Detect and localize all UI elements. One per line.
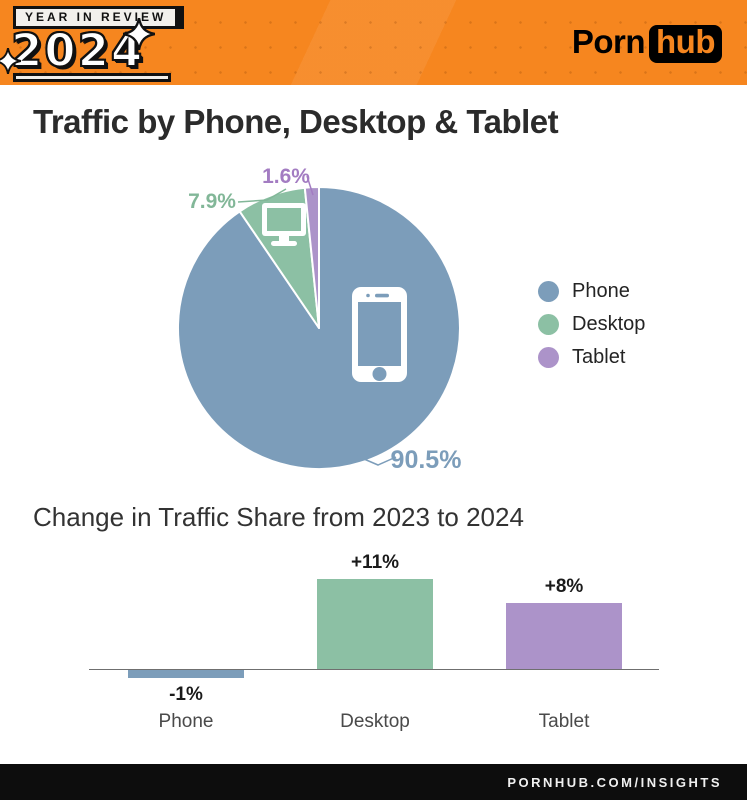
pie-slices: [176, 185, 461, 470]
bar-value-desktop: +11%: [350, 551, 400, 573]
legend-label-phone: Phone: [572, 280, 630, 302]
bar-group-tablet: +8% Tablet: [506, 549, 622, 749]
sparkle-star-icon: [123, 18, 155, 50]
bar-phone: [128, 670, 244, 679]
pie-label-phone: 90.5%: [391, 446, 462, 474]
pornhub-logo-porn: Porn: [571, 23, 646, 60]
bar-category-tablet: Tablet: [538, 711, 590, 732]
year-text: 2024: [10, 24, 145, 77]
bar-category-desktop: Desktop: [340, 711, 410, 732]
pie-label-tablet: 1.6%: [262, 165, 310, 188]
sparkle-star-icon: [0, 48, 21, 74]
x-axis-line: [89, 669, 659, 670]
pornhub-logo-hub: hub: [649, 24, 722, 63]
legend-dot-tablet: [538, 347, 559, 368]
pie-slice-tablet: [303, 185, 320, 329]
bar-group-phone: -1% Phone: [128, 549, 244, 749]
legend-dot-desktop: [538, 314, 559, 335]
leader-line-desktop: [237, 188, 287, 203]
bar-tablet: [506, 603, 622, 669]
pornhub-logo: Porn hub: [572, 23, 722, 63]
smartphone-icon: [352, 287, 407, 382]
legend-item-desktop: Desktop: [538, 308, 645, 341]
legend-label-desktop: Desktop: [572, 313, 646, 335]
traffic-change-bar-chart: -1% Phone +11% Desktop +8% Tablet: [0, 549, 747, 749]
bar-category-phone: Phone: [158, 711, 214, 732]
legend-label-tablet: Tablet: [572, 346, 626, 368]
page-title: Traffic by Phone, Desktop & Tablet: [33, 103, 559, 140]
desktop-monitor-icon: [262, 203, 306, 246]
leader-line-phone: [349, 452, 397, 466]
footer-url: PORNHUB.COM/INSIGHTS: [507, 774, 722, 790]
leader-line-tablet: [306, 175, 314, 196]
year-in-review-badge: YEAR IN REVIEW 2024: [10, 6, 185, 83]
legend-dot-phone: [538, 281, 559, 302]
bar-value-phone: -1%: [169, 684, 203, 706]
footer-bar: PORNHUB.COM/INSIGHTS: [0, 764, 747, 800]
legend-item-tablet: Tablet: [538, 341, 645, 374]
header-banner: YEAR IN REVIEW 2024 Porn hub: [0, 0, 747, 85]
pie-label-desktop: 7.9%: [188, 190, 236, 213]
pie-legend: Phone Desktop Tablet: [538, 275, 645, 374]
bar-group-desktop: +11% Desktop: [317, 549, 433, 749]
bar-value-tablet: +8%: [544, 576, 584, 598]
traffic-share-pie-chart: 1.6% 7.9% 90.5%: [176, 165, 462, 474]
bar-desktop: [317, 578, 433, 669]
badge-underline-bar: [13, 73, 171, 83]
section-subtitle: Change in Traffic Share from 2023 to 202…: [33, 502, 524, 532]
legend-item-phone: Phone: [538, 275, 645, 308]
year-in-review-label: YEAR IN REVIEW: [13, 6, 185, 29]
